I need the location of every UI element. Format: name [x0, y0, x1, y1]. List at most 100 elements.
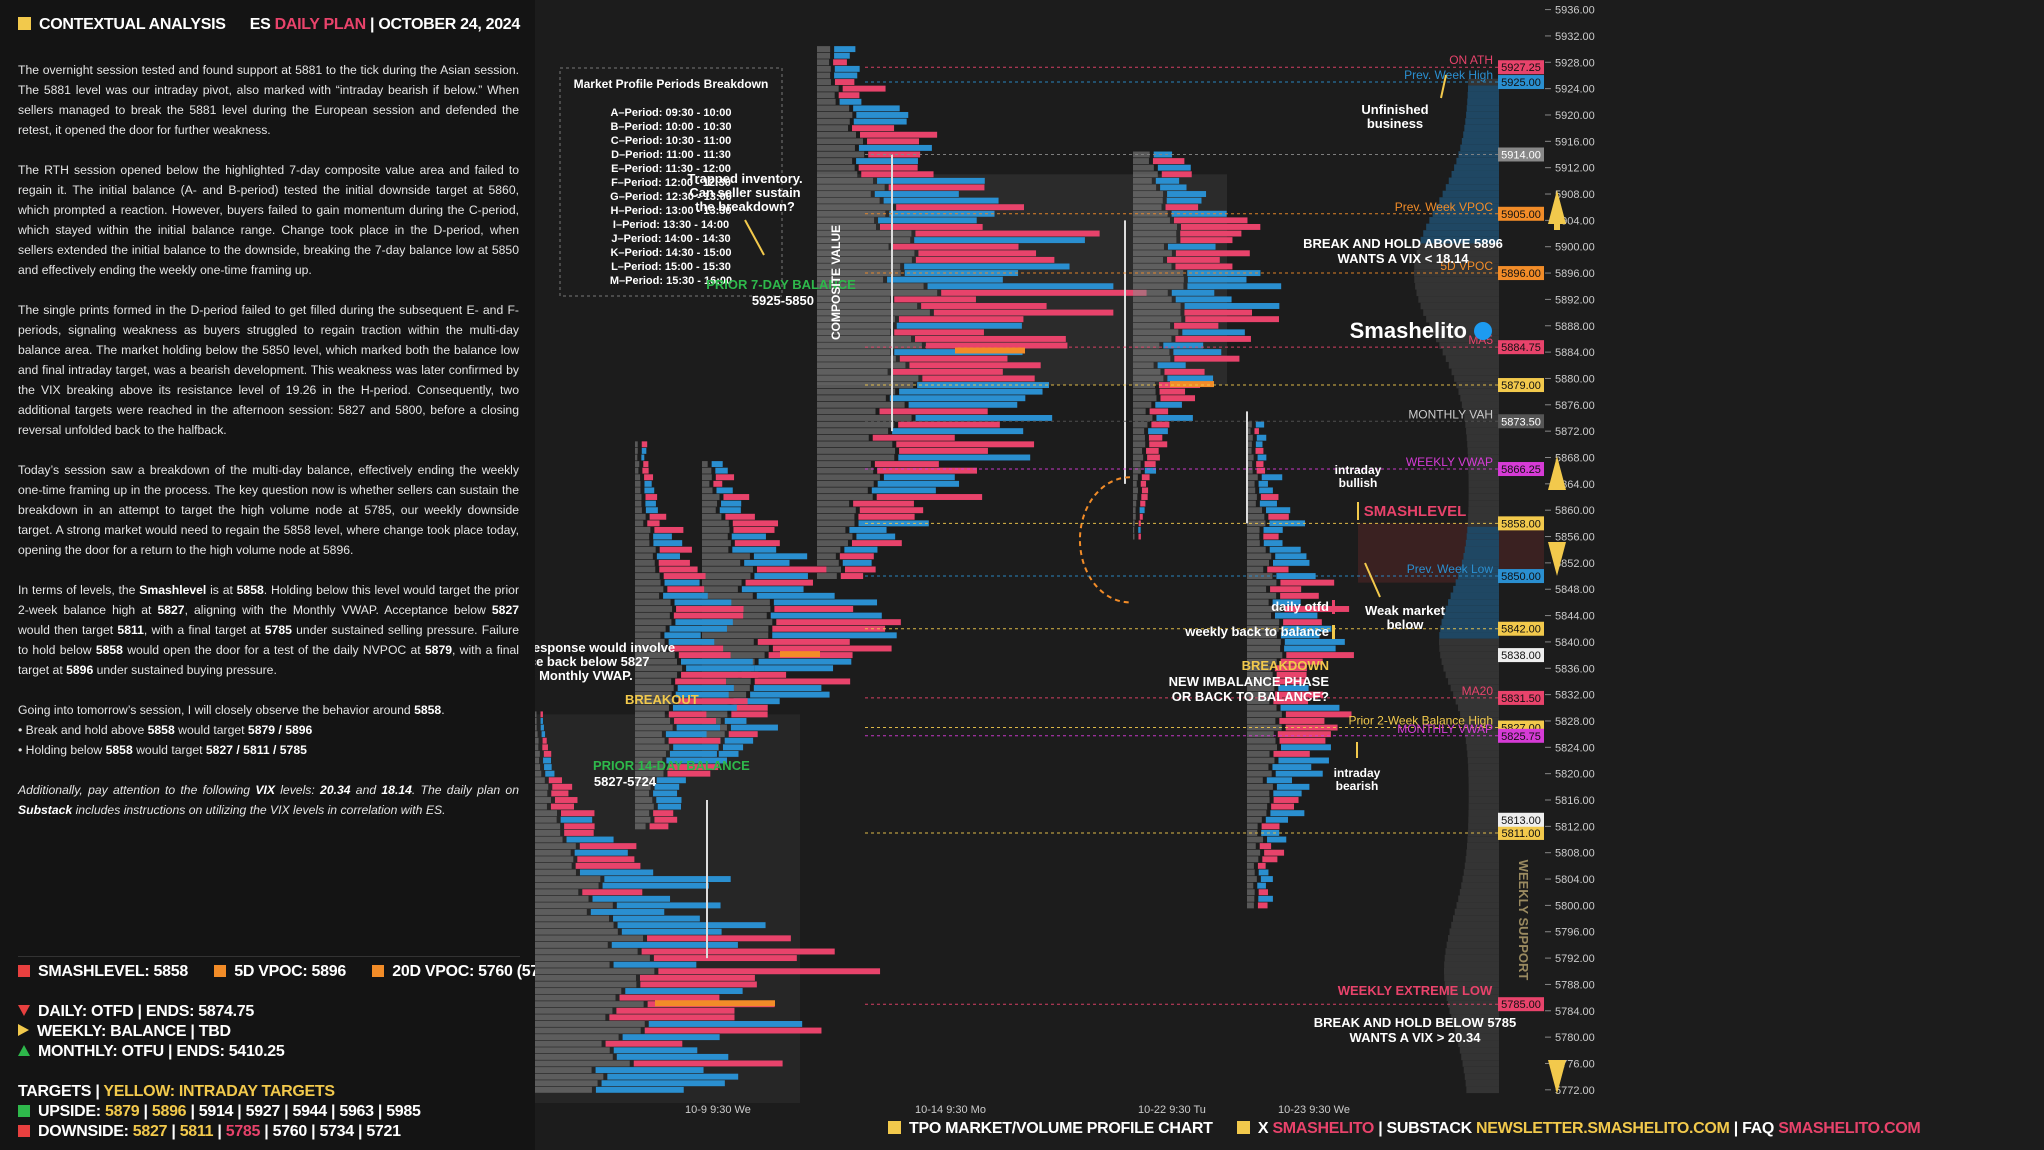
footer-smashelito[interactable]: SMASHELITO: [1272, 1120, 1375, 1137]
volume-profile-row: [1415, 282, 1499, 290]
level-tag-box: [1498, 147, 1544, 162]
period-row: H–Period: 13:00 - 13:30: [610, 205, 731, 217]
tpo-letter-block: [1133, 454, 1144, 461]
y-tick-label: 5888.00: [1555, 321, 1595, 333]
tpo-letter-block: [1247, 711, 1282, 718]
downside-rest: | 5760 | 5734 | 5721: [264, 1123, 401, 1140]
tpo-letter-block: [535, 1080, 598, 1087]
volume-bar: [844, 546, 878, 553]
tpo-letter-block: [1247, 599, 1269, 606]
level-tag-box: [1498, 378, 1544, 393]
volume-bar: [1259, 487, 1273, 494]
footer-faq-link[interactable]: SMASHELITO.COM: [1778, 1120, 1921, 1137]
tpo-letter-block: [635, 638, 665, 645]
volume-bar: [645, 494, 658, 500]
volume-bar: [731, 711, 768, 718]
level-tag-value: 5858.00: [1501, 518, 1541, 530]
volume-bar: [888, 184, 985, 191]
volume-bar: [750, 691, 830, 698]
tpo-letter-block: [1133, 447, 1143, 454]
tpo-letter-block: [635, 619, 672, 626]
volume-bar: [668, 764, 719, 771]
volume-profile-row: [1468, 480, 1499, 488]
p6-bullet-1: • Break and hold above 5858 would target…: [18, 720, 519, 740]
prior7-label: PRIOR 7-DAY BALANCE: [706, 277, 856, 292]
volume-bar: [732, 546, 777, 553]
weekly-extreme-low-label: WEEKLY EXTREME LOW: [1338, 983, 1493, 998]
volume-bar: [675, 691, 729, 698]
volume-profile-row: [1466, 111, 1499, 119]
tpo-letter-block: [702, 638, 754, 645]
volume-bar: [672, 704, 737, 711]
y-tick-label: 5816.00: [1555, 795, 1595, 807]
volume-profile-row: [1462, 875, 1499, 883]
volume-bar: [601, 1080, 725, 1087]
volume-bar: [851, 540, 902, 547]
volume-profile-row: [1468, 467, 1499, 474]
volume-bar: [678, 652, 731, 659]
volume-profile-row: [1456, 902, 1499, 909]
footer-newsletter-link[interactable]: NEWSLETTER.SMASHELITO.COM: [1476, 1120, 1730, 1137]
tpo-letter-block: [1247, 447, 1252, 454]
tpo-letter-block: [635, 500, 642, 507]
volume-bar: [540, 724, 544, 731]
tpo-letter-block: [1133, 164, 1154, 171]
annotation-arrow: [1364, 562, 1381, 598]
volume-profile-row: [1468, 783, 1499, 791]
volume-profile-row: [1443, 612, 1499, 619]
volume-bar: [641, 441, 648, 448]
tpo-letter-block: [535, 770, 542, 777]
volume-bar: [1187, 276, 1247, 283]
weekly-support-label: WEEKLY SUPPORT: [1516, 860, 1531, 981]
red-square-icon: [18, 1125, 30, 1137]
volume-bar: [917, 382, 1050, 388]
text-line: bullish: [1339, 476, 1378, 490]
tpo-letter-block: [817, 92, 835, 99]
paragraph-7: Additionally, pay attention to the follo…: [18, 780, 519, 820]
volume-bar: [872, 434, 955, 441]
tpo-letter-block: [535, 928, 618, 935]
y-tick-label: 5832.00: [1555, 690, 1595, 702]
volume-bar: [1274, 665, 1307, 672]
volume-profile-row: [1450, 592, 1499, 600]
volume-profile-row: [1467, 85, 1499, 92]
volume-bar: [922, 375, 1035, 382]
text-line: Trapped inventory.: [687, 171, 802, 186]
y-tick-label: 5860.00: [1555, 505, 1595, 517]
x-axis-label: 10-22 9:30 Tu: [1138, 1104, 1206, 1116]
legend-20d-vpoc: 20D VPOC: 5760 (5785): [392, 963, 562, 980]
single-prints-arc: [1078, 476, 1131, 604]
volume-profile-row: [1445, 948, 1499, 955]
volume-profile-row: [1420, 302, 1499, 310]
p5-a: In terms of levels, the: [18, 583, 140, 597]
tpo-letter-block: [1133, 480, 1137, 487]
tpo-letter-block: [535, 810, 558, 817]
volume-bar: [550, 803, 575, 810]
tpo-letter-block: [1247, 494, 1257, 500]
b1-b: 5858: [147, 723, 175, 737]
tpo-letter-block: [535, 1053, 613, 1060]
volume-bar: [595, 1086, 684, 1093]
volume-bar: [681, 658, 753, 665]
level-tag-box: [1498, 997, 1544, 1012]
volume-bar: [1263, 533, 1279, 540]
volume-bar: [642, 467, 649, 474]
tpo-letter-block: [702, 632, 769, 639]
volume-profile-row: [1414, 263, 1499, 270]
volume-profile-row: [1465, 118, 1499, 125]
tpo-letter-block: [817, 243, 889, 250]
volume-bar: [1266, 507, 1291, 514]
volume-bar: [753, 685, 822, 691]
volume-bar: [1149, 441, 1168, 448]
targets-sep: |: [95, 1083, 100, 1100]
tpo-letter-block: [817, 223, 876, 230]
tpo-letter-block: [1247, 632, 1277, 639]
volume-profile-row: [1454, 1027, 1499, 1034]
volume-bar: [605, 1040, 683, 1047]
y-tick-label: 5820.00: [1555, 769, 1595, 781]
tpo-letter-block: [702, 474, 712, 481]
tpo-letter-block: [817, 441, 893, 448]
volume-bar: [1254, 428, 1259, 435]
tpo-letter-block: [817, 105, 850, 112]
tpo-letter-block: [1247, 559, 1270, 566]
